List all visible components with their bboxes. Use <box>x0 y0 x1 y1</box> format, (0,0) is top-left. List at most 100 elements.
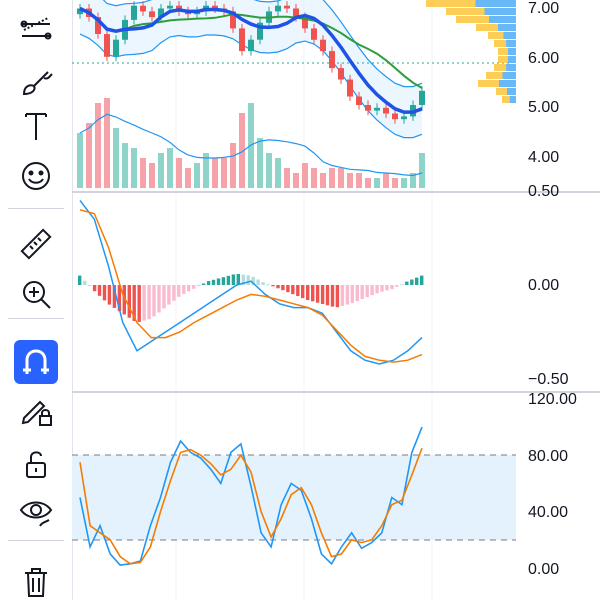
candle-body <box>104 34 110 57</box>
candle-body <box>239 28 245 52</box>
macd-histogram-bar <box>395 285 399 287</box>
candle-body <box>338 68 344 80</box>
volume-bar <box>113 128 119 188</box>
toolbar-separator <box>8 318 64 319</box>
macd-histogram-bar <box>410 279 414 285</box>
macd-histogram-bar <box>78 275 82 285</box>
volume-bar <box>95 103 101 188</box>
macd-histogram-bar <box>211 279 216 285</box>
candle-body <box>257 22 263 40</box>
zoom-in-icon <box>23 281 51 309</box>
macd-histogram-bar <box>325 285 330 306</box>
candle-body <box>293 8 299 17</box>
macd-histogram-bar <box>152 285 156 317</box>
volume-bar <box>149 163 155 188</box>
volume-profile-bar <box>489 16 516 23</box>
chart-area[interactable]: 7.00 6.00 5.00 4.00 0.50 0.00 −0.50 120.… <box>72 0 600 600</box>
candle-body <box>374 107 380 111</box>
volume-bar <box>239 113 245 188</box>
lock-drawings-button[interactable] <box>14 388 58 432</box>
volume-profile-bar <box>496 88 507 95</box>
volume-bar <box>302 163 308 188</box>
volume-bar <box>131 148 137 188</box>
volume-bar <box>356 173 362 188</box>
macd-histogram-bar <box>276 285 280 289</box>
trend-line-tool-icon <box>20 17 52 40</box>
volume-bar <box>275 158 281 188</box>
macd-histogram-bar <box>246 275 250 285</box>
volume-bar <box>140 158 146 188</box>
price-axis-macd: 0.50 0.00 −0.50 <box>528 183 569 388</box>
stochastic-d-line <box>79 447 423 565</box>
macd-histogram-bar <box>192 285 196 289</box>
volume-bar <box>176 158 182 188</box>
price-axis-stoch: 120.00 80.00 40.00 0.00 <box>528 391 577 578</box>
volume-bar <box>194 163 200 188</box>
volume-profile <box>426 0 516 103</box>
stochastic-panel[interactable]: 120.00 80.00 40.00 0.00 <box>72 391 577 578</box>
volume-bar <box>221 158 227 188</box>
macd-histogram-bar <box>261 282 265 285</box>
stoch-axis-label: 40.00 <box>528 504 568 521</box>
volume-profile-bar <box>507 56 516 63</box>
volume-profile-bar <box>446 8 485 15</box>
macd-histogram-bar <box>162 285 166 309</box>
volume-bar <box>122 143 128 188</box>
macd-panel[interactable]: 0.50 0.00 −0.50 <box>78 183 569 388</box>
volume-bar <box>374 178 380 188</box>
trend-line-tool-button[interactable] <box>14 8 58 52</box>
macd-histogram-bar <box>256 279 260 285</box>
unlock-button[interactable] <box>14 442 58 486</box>
volume-bar <box>365 178 371 188</box>
volume-bar <box>203 153 209 188</box>
candle-body <box>356 96 362 105</box>
macd-histogram-bar <box>172 285 176 301</box>
trash-button[interactable] <box>14 560 58 604</box>
price-label: 4.00 <box>528 149 559 166</box>
macd-histogram-bar <box>87 285 92 287</box>
emoji-tool-button[interactable] <box>14 154 58 198</box>
text-tool-button[interactable] <box>14 104 58 148</box>
volume-bar <box>104 98 110 188</box>
candle-body <box>392 113 398 120</box>
volume-bar <box>410 173 416 188</box>
macd-histogram-bar <box>201 283 206 285</box>
zoom-in-button[interactable] <box>14 272 58 316</box>
ruler-measure-button[interactable] <box>14 222 58 266</box>
volume-profile-bar <box>507 88 516 95</box>
volume-profile-bar <box>498 48 508 55</box>
volume-bar <box>185 168 191 188</box>
macd-histogram-bar <box>241 274 245 285</box>
macd-histogram-bar <box>296 285 300 297</box>
macd-histogram-bar <box>132 285 136 321</box>
volume-bar <box>284 168 290 188</box>
volume-profile-bar <box>478 80 499 87</box>
macd-histogram-bar <box>142 285 146 321</box>
macd-axis-label: −0.50 <box>528 371 569 388</box>
macd-histogram-bar <box>306 285 310 300</box>
macd-histogram-bar <box>102 285 107 301</box>
macd-histogram-bar <box>107 285 112 305</box>
stoch-axis-label: 120.00 <box>528 391 577 408</box>
macd-axis-label: 0.00 <box>528 277 559 294</box>
drawing-toolbar <box>0 0 73 600</box>
text-tool-icon <box>25 113 47 140</box>
bollinger-upper-line <box>102 0 423 88</box>
macd-histogram-bar <box>335 285 340 308</box>
trash-icon <box>25 568 47 597</box>
macd-histogram-bar <box>167 285 171 305</box>
candle-body <box>248 39 254 52</box>
macd-histogram-bar <box>112 285 117 308</box>
macd-histogram-bar <box>286 285 290 293</box>
hide-drawings-eye-button[interactable] <box>14 490 58 534</box>
candle-body <box>140 5 146 12</box>
price-panel[interactable]: 7.00 6.00 5.00 4.00 <box>72 0 559 188</box>
volume-profile-bar <box>503 32 516 39</box>
macd-line <box>79 199 423 365</box>
toolbar-separator <box>8 208 64 209</box>
brush-tool-button[interactable] <box>14 60 58 104</box>
magnet-button[interactable] <box>14 340 58 384</box>
macd-histogram-bar <box>197 285 201 287</box>
macd-histogram-bar <box>97 285 102 296</box>
macd-histogram-bar <box>315 285 320 303</box>
